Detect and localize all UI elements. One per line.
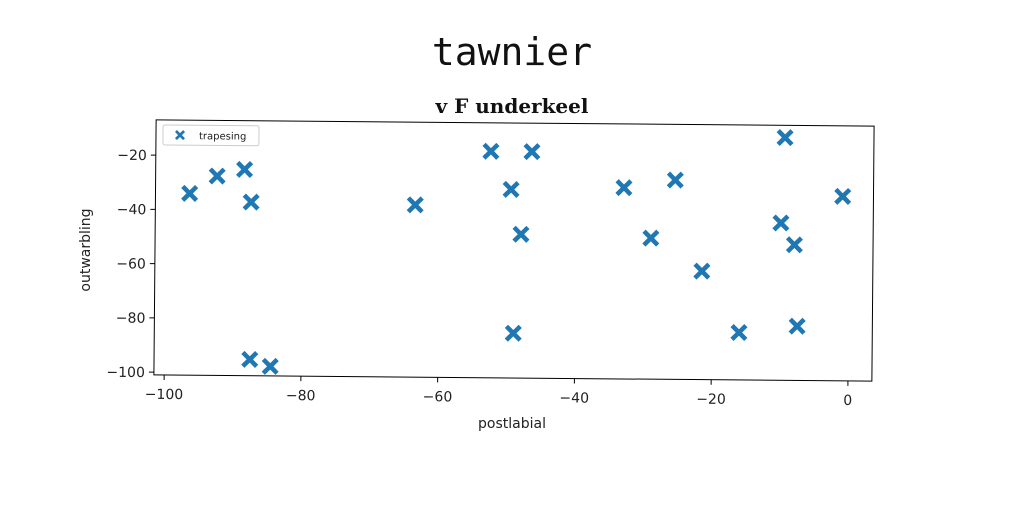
plot-area: −100 −80 −60 −40 −20 0 −100 −80 −60 −40 −20 trapes…	[106, 119, 875, 409]
y-tick-label: −80	[116, 311, 146, 327]
data-point	[730, 323, 748, 342]
series-markers	[181, 129, 852, 375]
legend-box	[162, 124, 260, 147]
figure-suptitle: tawnier	[431, 30, 593, 74]
data-point	[615, 179, 633, 197]
data-point	[523, 143, 541, 161]
x-tick-label: −60	[423, 389, 453, 405]
y-tick-label: −40	[117, 202, 147, 218]
data-point	[834, 187, 852, 205]
x-tick-label: −40	[559, 390, 589, 406]
axis-ticks: −100 −80 −60 −40 −20 0 −100 −80 −60 −40 −20	[106, 148, 852, 409]
data-point	[788, 317, 806, 335]
data-point	[772, 214, 790, 232]
data-point	[236, 160, 254, 179]
data-point	[693, 262, 711, 280]
x-tick-label: −100	[145, 387, 184, 403]
data-point	[241, 350, 259, 368]
axes-frame	[153, 119, 875, 382]
y-tick-label: −60	[116, 256, 146, 272]
legend-entry-label: trapesing	[199, 131, 246, 142]
data-point	[642, 229, 660, 247]
legend: trapesing	[162, 124, 260, 147]
data-point	[208, 167, 226, 185]
data-point	[512, 225, 530, 243]
y-tick-label: −20	[117, 148, 147, 164]
data-point	[785, 236, 803, 254]
chart-title: v F underkeel	[435, 94, 589, 118]
x-tick-label: 0	[843, 393, 852, 409]
data-point	[181, 184, 199, 202]
data-point	[406, 196, 424, 214]
data-point	[504, 324, 522, 342]
x-axis-label: postlabial	[478, 416, 546, 432]
data-point	[261, 357, 279, 375]
y-axis-label: outwarbling	[78, 208, 94, 291]
y-tick-label: −100	[106, 365, 145, 381]
data-point	[666, 171, 684, 189]
data-point	[776, 129, 794, 147]
data-point	[242, 193, 260, 211]
x-tick-label: −80	[286, 388, 316, 404]
data-point	[482, 142, 500, 160]
legend-marker	[174, 130, 186, 141]
x-tick-label: −20	[696, 392, 726, 408]
data-point	[502, 180, 520, 198]
